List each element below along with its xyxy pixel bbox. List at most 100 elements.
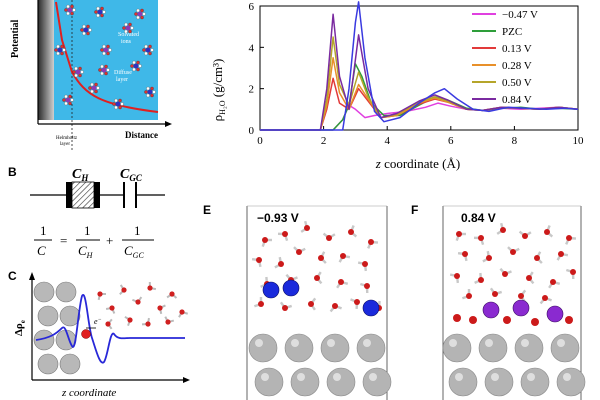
water-molecule (350, 298, 360, 310)
solvated-label-1: Solvated (118, 32, 139, 38)
panel-f-anions (453, 299, 573, 326)
water-molecule (507, 246, 520, 255)
water-molecule (141, 317, 151, 327)
chart-x-label: z coordinate (Å) (375, 156, 460, 171)
electrode-atom (478, 333, 508, 363)
panel-d-water-density-chart: 0 2 4 6 8 10 0 2 4 6 −0.47 V PZC 0.13 V 0.28 V 0.50 V… (210, 1, 585, 171)
panel-e-potential: −0.93 V (257, 211, 299, 225)
panel-e-letter: E (203, 203, 211, 217)
water-molecule (473, 235, 485, 246)
electrode-atom (290, 367, 320, 397)
solvated-ion (98, 64, 110, 76)
helmholtz-label-1: Helmholtz (56, 136, 78, 141)
water-molecule (359, 282, 370, 294)
diffuse-label-1: Diffuse (114, 69, 132, 76)
water-molecule (157, 304, 166, 315)
electrode-atom (442, 333, 472, 363)
water-molecule (348, 225, 358, 238)
electrode-atom (556, 367, 586, 397)
water-molecule (293, 246, 306, 255)
electrode-atom (284, 333, 314, 363)
panel-f-md-snapshot-positive: F 0.84 V (411, 203, 586, 400)
water-molecule (539, 295, 552, 305)
electrode-atom (248, 333, 278, 363)
water-molecule (277, 231, 289, 242)
water-molecule (482, 250, 492, 263)
water-molecule (105, 318, 113, 330)
potential-curve (55, 1, 159, 113)
solvated-ion (142, 44, 154, 56)
water-molecule (461, 288, 472, 300)
eq-plus: + (106, 233, 113, 248)
panel-a-y-label: Potential (10, 19, 21, 58)
water-molecule (499, 267, 512, 277)
electrode-atom (55, 281, 77, 303)
adsorbed-oxygen (453, 314, 461, 322)
ion-marker-red (81, 329, 91, 339)
electrode-atom (326, 367, 356, 397)
water-molecule (544, 225, 554, 238)
solvated-ion (100, 44, 112, 56)
electrode-atoms (33, 281, 81, 375)
cation (262, 281, 280, 299)
electrode-atom (520, 367, 550, 397)
y-tick-label: 4 (249, 42, 255, 54)
panel-c-letter: C (8, 269, 17, 283)
panel-e-electrode-atoms (248, 333, 392, 397)
x-tick-label: 0 (257, 135, 263, 147)
x-tick-label: 6 (448, 135, 454, 147)
eq-num-1: 1 (40, 223, 47, 238)
water-molecule (526, 271, 535, 285)
solvated-ion (122, 22, 134, 34)
electrode-atom (254, 367, 284, 397)
electrode-atom (448, 367, 478, 397)
adsorbed-oxygen (565, 316, 573, 324)
y-tick-label: 2 (249, 84, 255, 96)
panel-c-y-label: Δρe (13, 320, 27, 336)
diffuse-label-2: layer (116, 77, 128, 83)
x-tick-label: 4 (384, 135, 390, 147)
anion (512, 299, 530, 317)
solvated-ion (88, 82, 100, 94)
anion (482, 301, 500, 319)
ch-plate-left (66, 182, 72, 208)
solvated-ion (54, 44, 66, 56)
water-molecule (474, 272, 484, 284)
water-molecule (455, 231, 466, 242)
capacitance-equation: 1 C = 1 CH + 1 CGC (34, 223, 154, 260)
cgc-label: CGC (120, 167, 143, 183)
water-molecule (97, 291, 106, 301)
solvated-ion (72, 66, 84, 78)
legend-label: 0.13 V (502, 43, 532, 55)
panel-b-letter: B (8, 165, 17, 179)
solvated-label-2: ions (121, 39, 132, 45)
electrode-atom (320, 333, 350, 363)
solvated-ion (64, 4, 76, 16)
panel-b-capacitor-model: B CH CGC 1 C = 1 CH + 1 CGC (8, 165, 165, 260)
water-molecule (279, 301, 293, 311)
water-molecule (124, 315, 133, 326)
panel-c-y-arrow (29, 272, 35, 280)
water-molecule (518, 230, 532, 239)
cation (362, 299, 380, 317)
eq-num-2: 1 (84, 223, 91, 238)
water-molecule (322, 232, 336, 241)
x-tick-label: 2 (321, 135, 327, 147)
eq-den-2: CH (78, 243, 94, 260)
water-molecule (496, 222, 506, 235)
water-molecule (329, 303, 342, 313)
interface-waters (97, 281, 189, 330)
panel-f-waters (449, 222, 577, 305)
legend-label: −0.47 V (502, 9, 538, 21)
legend-label: 0.50 V (502, 77, 532, 89)
y-tick-label: 6 (249, 1, 255, 13)
solvated-ion (94, 6, 106, 18)
panel-f-potential: 0.84 V (461, 211, 496, 225)
electrode-atom (33, 281, 55, 303)
solvated-ion (112, 98, 124, 110)
x-tick-label: 10 (573, 135, 585, 147)
solvated-ion (62, 94, 74, 106)
solvated-ion (80, 24, 92, 36)
electrode-atom (33, 329, 55, 351)
electrode-atom (356, 333, 386, 363)
